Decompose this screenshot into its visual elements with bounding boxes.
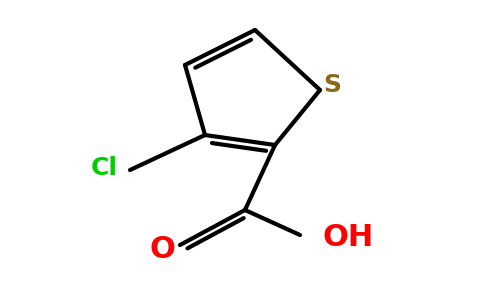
- Text: Cl: Cl: [91, 156, 118, 180]
- Text: S: S: [323, 73, 341, 97]
- Text: OH: OH: [322, 223, 373, 251]
- Text: O: O: [149, 235, 175, 263]
